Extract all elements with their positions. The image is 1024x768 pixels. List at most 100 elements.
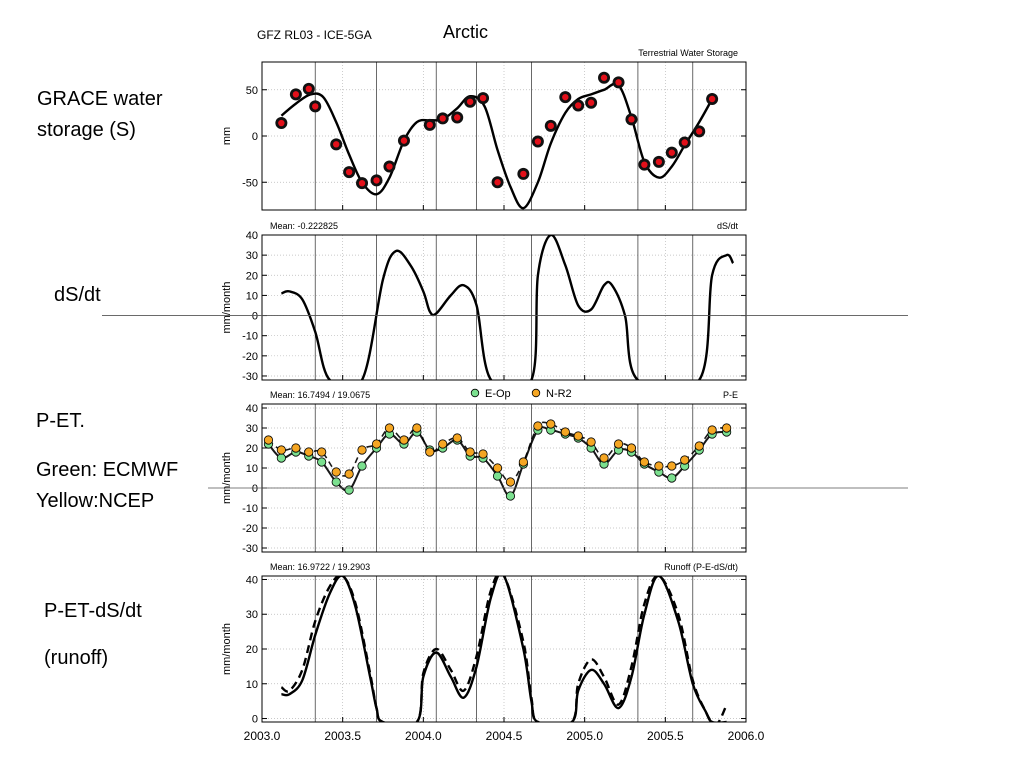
plot-area — [280, 235, 735, 380]
scatter-point — [317, 457, 327, 467]
chart-mean-label: Mean: 16.7494 / 19.0675 — [270, 390, 370, 400]
legend-marker — [470, 388, 480, 398]
scatter-point — [492, 471, 503, 481]
chart-panel-4: 0 10 20 30 40 mm/month Mean: 16.9722 / 19.2903… — [221, 562, 747, 726]
storage-point-center — [386, 163, 393, 170]
storage-point-center — [655, 158, 663, 166]
scatter-point — [667, 473, 677, 483]
label-green-ecmwf: Green: ECMWF — [36, 459, 179, 481]
label-runoff: (runoff) — [44, 647, 109, 669]
scatter-point — [573, 431, 583, 441]
chart-mean-label: Mean: -0.222825 — [270, 221, 338, 231]
y-tick-label: -10 — [242, 503, 258, 515]
scatter-point — [357, 445, 367, 455]
chart-panel-1: -50 0 50 mm Terrestrial Water Storage — [221, 48, 747, 211]
chart-title: Terrestrial Water Storage — [638, 48, 738, 58]
storage-point-center — [696, 128, 703, 135]
x-tick-label: 2003.5 — [324, 729, 361, 743]
label-grace-storage: GRACE water storage (S) — [37, 88, 163, 141]
legend-label: E-Op — [485, 388, 511, 400]
storage-point-center — [708, 95, 716, 103]
storage-point-center — [534, 138, 542, 145]
scatter-point — [680, 455, 690, 465]
storage-point-center — [292, 91, 300, 98]
storage-point-center — [454, 114, 461, 121]
storage-point-center — [641, 161, 648, 168]
series-line — [281, 576, 727, 722]
series-line — [280, 235, 735, 380]
storage-curve — [280, 82, 714, 210]
scatter-point — [518, 457, 528, 467]
storage-point-center — [439, 115, 446, 122]
y-axis-label: mm/month — [221, 452, 233, 504]
storage-point-center — [494, 179, 501, 186]
scatter-point — [654, 461, 664, 471]
y-tick-label: 20 — [246, 644, 258, 656]
series-line-dashed — [280, 576, 728, 722]
y-tick-label: 0 — [252, 131, 258, 143]
y-axis-label: mm/month — [221, 623, 233, 675]
scatter-point — [613, 439, 624, 449]
scatter-point — [505, 477, 516, 487]
scatter-point — [586, 437, 596, 447]
y-axis-label: mm/month — [221, 282, 233, 334]
scatter-point — [263, 435, 274, 445]
y-tick-label: 20 — [246, 443, 258, 455]
storage-point-center — [305, 85, 312, 93]
y-tick-label: -30 — [242, 543, 258, 555]
legend-label: N-R2 — [546, 388, 572, 400]
scatter-point — [694, 441, 704, 451]
plot-area — [275, 71, 719, 210]
storage-point-center — [681, 139, 688, 146]
label-yellow-ncep: Yellow:NCEP — [36, 490, 155, 512]
chart-mean-label: Mean: 16.9722 / 19.2903 — [270, 562, 370, 572]
storage-point-center — [278, 119, 285, 127]
scatter-point — [452, 433, 462, 443]
scatter-point — [667, 461, 677, 471]
y-tick-label: -20 — [242, 351, 258, 363]
scatter-point — [412, 423, 422, 433]
y-tick-label: 30 — [246, 609, 258, 621]
x-tick-label: 2005.5 — [647, 729, 684, 743]
scatter-point — [344, 469, 354, 479]
chart-title: dS/dt — [717, 221, 739, 231]
scatter-point — [331, 477, 341, 487]
scatter-point — [722, 423, 732, 433]
y-tick-label: 10 — [246, 463, 258, 475]
storage-point-center — [426, 121, 433, 129]
scatter-point — [546, 419, 556, 429]
scatter-point — [371, 439, 382, 449]
scatter-point — [357, 461, 367, 471]
chart-title: P-E — [723, 390, 738, 400]
scatter-point — [425, 447, 435, 457]
storage-point-center — [668, 149, 675, 156]
storage-point-center — [628, 116, 635, 123]
storage-point-center — [358, 179, 366, 187]
y-tick-label: -50 — [242, 177, 258, 189]
x-tick-label: 2004.5 — [486, 729, 523, 743]
chart-panel-2: -30 -20 -10 0 10 20 30 40 mm/month Mean: -0.22282… — [102, 221, 908, 383]
x-tick-label: 2006.0 — [728, 729, 765, 743]
storage-point-center — [547, 122, 554, 130]
y-tick-label: -30 — [242, 371, 258, 383]
scatter-point — [399, 435, 409, 445]
storage-point-center — [479, 94, 487, 102]
x-tick-label: 2004.0 — [405, 729, 442, 743]
storage-point-center — [373, 177, 380, 184]
scatter-point — [317, 447, 327, 457]
scatter-point — [331, 467, 341, 477]
x-tick-label: 2005.0 — [566, 729, 603, 743]
label-runoff-formula: P-ET-dS/dt — [44, 600, 142, 622]
storage-point-center — [615, 79, 622, 86]
scatter-point — [344, 485, 354, 495]
storage-point-center — [466, 98, 474, 105]
scatter-point — [505, 491, 516, 501]
y-tick-label: 30 — [246, 423, 258, 435]
scatter-point — [465, 447, 475, 457]
scatter-point — [599, 453, 609, 463]
y-axis-label: mm — [221, 127, 233, 145]
scatter-point — [304, 447, 314, 457]
chart-title: Runoff (P-E-dS/dt) — [664, 562, 738, 572]
y-tick-label: 40 — [246, 403, 258, 415]
